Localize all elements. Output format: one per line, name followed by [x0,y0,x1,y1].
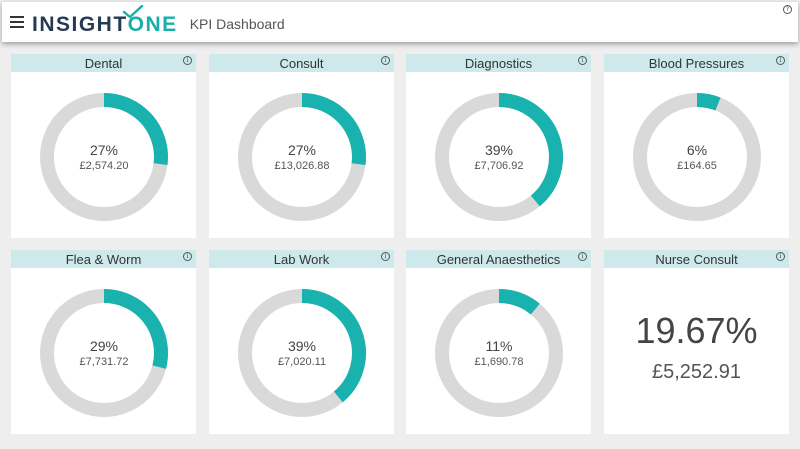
kpi-card-dental: Dental i 27% £2,574.20 [11,54,196,238]
donut-value-arc[interactable] [103,289,168,369]
card-title: Lab Work [273,251,330,267]
info-icon[interactable]: i [578,56,587,65]
card-header: Nurse Consult i [604,250,789,268]
card-header: Flea & Worm i [11,250,196,268]
card-title: General Anaesthetics [436,251,561,267]
info-icon[interactable]: i [381,252,390,261]
amount-value: £164.65 [677,159,717,172]
donut-chart [633,93,761,221]
big-amount-value: £5,252.91 [652,361,741,383]
logo-check-icon [122,4,144,18]
percent-value: 27% [287,141,317,158]
kpi-card-lab-work: Lab Work i 39% £7,020.11 [209,250,394,434]
info-icon[interactable]: i [183,252,192,261]
donut-value-arc[interactable] [301,289,366,403]
kpi-card-consult: Consult i 27% £13,026.88 [209,54,394,238]
logo-text-insight: INSIGHT [32,12,128,36]
donut-center: 11% £1,690.78 [434,288,564,418]
info-icon[interactable]: i [776,252,785,261]
info-icon[interactable]: i [578,252,587,261]
card-header: General Anaesthetics i [406,250,591,268]
info-icon[interactable]: i [381,56,390,65]
card-title: Nurse Consult [655,251,738,267]
donut-chart [435,93,563,221]
donut-center: 29% £7,731.72 [39,288,169,418]
kpi-card-flea-worm: Flea & Worm i 29% £7,731.72 [11,250,196,434]
amount-value: £7,020.11 [277,355,327,368]
amount-value: £13,026.88 [274,159,330,172]
donut-center: 6% £164.65 [632,92,762,222]
donut-value-arc[interactable] [498,93,563,207]
card-header: Diagnostics i [406,54,591,72]
percent-value: 27% [89,141,119,158]
amount-value: £2,574.20 [79,159,129,172]
page-title: KPI Dashboard [189,16,285,32]
donut-chart [40,289,168,417]
kpi-card-nurse-consult: Nurse Consult i 19.67% £5,252.91 [604,250,789,434]
donut-center: 39% £7,706.92 [434,92,564,222]
card-header: Dental i [11,54,196,72]
logo-text-one: ONE [127,12,178,36]
big-number-body: 19.67% £5,252.91 [604,268,789,434]
amount-value: £7,731.72 [79,355,129,368]
percent-value: 11% [485,337,513,354]
amount-value: £1,690.78 [474,355,524,368]
info-icon[interactable]: i [776,56,785,65]
donut-value-arc[interactable] [696,93,721,111]
donut-center: 27% £13,026.88 [237,92,367,222]
hamburger-menu-icon[interactable] [8,12,28,32]
percent-value: 6% [686,141,708,158]
card-header: Blood Pressures i [604,54,789,72]
help-icon[interactable]: ? [783,5,792,14]
card-header: Consult i [209,54,394,72]
percent-value: 39% [287,337,317,354]
donut-chart [40,93,168,221]
donut-chart [238,93,366,221]
percent-value: 29% [89,337,119,354]
kpi-card-general-anaesthetics: General Anaesthetics i 11% £1,690.78 [406,250,591,434]
donut-center: 39% £7,020.11 [237,288,367,418]
card-title: Blood Pressures [648,55,745,71]
info-icon[interactable]: i [183,56,192,65]
kpi-card-diagnostics: Diagnostics i 39% £7,706.92 [406,54,591,238]
donut-chart [238,289,366,417]
donut-chart [435,289,563,417]
donut-value-arc[interactable] [498,289,540,315]
card-title: Dental [84,55,123,71]
amount-value: £7,706.92 [474,159,524,172]
app-header: INSIGHT ONE KPI Dashboard ? [2,2,798,42]
big-percent-value: 19.67% [635,310,758,351]
card-title: Flea & Worm [65,251,142,267]
card-title: Consult [279,55,324,71]
kpi-card-blood-pressures: Blood Pressures i 6% £164.65 [604,54,789,238]
percent-value: 39% [484,141,514,158]
insightone-logo: INSIGHT ONE [32,4,178,36]
donut-value-arc[interactable] [301,93,366,166]
kpi-grid: Dental i 27% £2,574.20 Consult i 27% £13… [11,54,797,442]
card-title: Diagnostics [464,55,533,71]
card-header: Lab Work i [209,250,394,268]
donut-center: 27% £2,574.20 [39,92,169,222]
donut-value-arc[interactable] [103,93,168,166]
